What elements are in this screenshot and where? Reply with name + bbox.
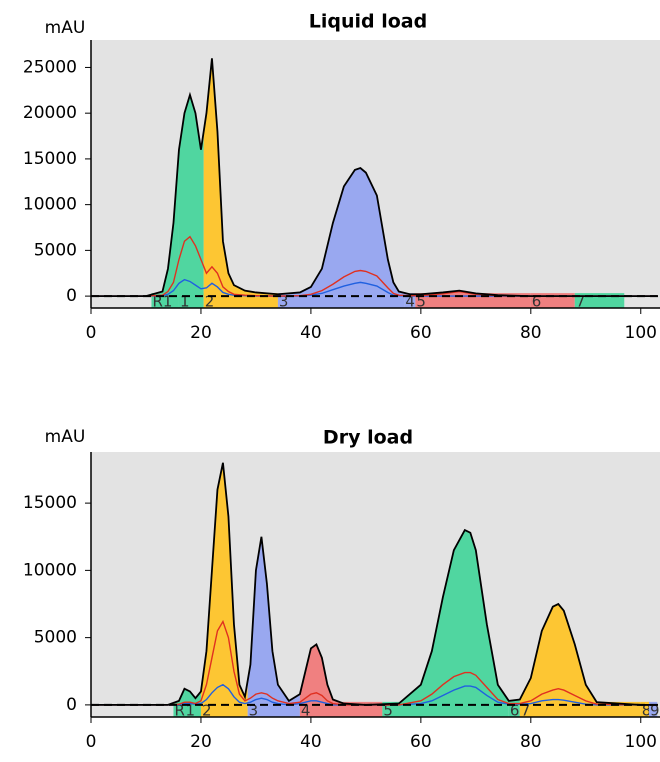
- x-tick-label: 100: [625, 732, 657, 752]
- fraction-label: 4: [301, 701, 311, 719]
- x-tick-label: 60: [410, 323, 432, 343]
- y-tick-label: 5000: [34, 240, 77, 260]
- fraction-label: 1: [185, 701, 195, 719]
- fraction-label: 7: [576, 293, 586, 311]
- fraction-fill: [519, 604, 641, 705]
- y-tick-label: 0: [66, 286, 77, 306]
- fraction-fill: [277, 168, 405, 297]
- fraction-label: 2: [205, 293, 215, 311]
- x-tick-label: 20: [190, 732, 212, 752]
- x-tick-label: 0: [86, 732, 97, 752]
- fraction-label: 2: [202, 701, 212, 719]
- fraction-fill: [200, 462, 248, 705]
- y-tick-label: 0: [66, 695, 77, 715]
- x-tick-label: 40: [300, 323, 322, 343]
- x-tick-label: 80: [520, 323, 542, 343]
- fraction-fill: [178, 94, 204, 297]
- x-tick-label: 0: [86, 323, 97, 343]
- trace-line: [91, 235, 658, 297]
- y-tick-label: 15000: [23, 493, 77, 513]
- fraction-band: [299, 701, 383, 717]
- y-tick-label: 10000: [23, 560, 77, 580]
- fraction-fill: [247, 536, 300, 705]
- fraction-fill: [184, 688, 201, 705]
- fraction-label: 1: [180, 293, 190, 311]
- y-tick-label: 20000: [23, 103, 77, 123]
- y-axis-unit: mAU: [45, 18, 86, 38]
- fraction-label: 9: [650, 701, 660, 719]
- y-tick-label: 5000: [34, 628, 77, 648]
- y-axis-unit: mAU: [45, 427, 86, 447]
- fraction-label: 5: [383, 701, 393, 719]
- fraction-band: [382, 701, 509, 717]
- fraction-label: 6: [532, 293, 542, 311]
- fraction-band: [173, 701, 185, 717]
- fraction-fill: [299, 644, 383, 705]
- fraction-band: [649, 701, 658, 717]
- trace-line: [91, 619, 658, 706]
- x-tick-label: 20: [190, 323, 212, 343]
- x-tick-label: 80: [520, 732, 542, 752]
- x-tick-label: 60: [410, 732, 432, 752]
- x-tick-label: 100: [625, 323, 657, 343]
- fraction-fill: [151, 149, 179, 297]
- trace-line: [91, 58, 658, 298]
- fraction-fill: [173, 688, 185, 705]
- fraction-label: 8: [642, 701, 652, 719]
- fraction-band: [277, 293, 405, 308]
- fraction-band: [640, 701, 650, 717]
- x-tick-label: 40: [300, 732, 322, 752]
- y-tick-label: 25000: [23, 57, 77, 77]
- fraction-label: 4: [405, 293, 415, 311]
- trace-line: [91, 683, 658, 706]
- fraction-label: 3: [279, 293, 289, 311]
- fraction-label: 6: [510, 701, 520, 719]
- fraction-band: [404, 293, 416, 308]
- fraction-label: 7: [521, 701, 531, 719]
- y-tick-label: 10000: [23, 195, 77, 215]
- fraction-label: 5: [416, 293, 426, 311]
- fraction-label: 3: [249, 701, 259, 719]
- chart-title: Dry load: [323, 427, 413, 449]
- fraction-band: [508, 701, 520, 717]
- fraction-fill: [382, 530, 509, 705]
- y-tick-label: 15000: [23, 149, 77, 169]
- chart-title: Liquid load: [309, 11, 427, 33]
- trace-line: [91, 462, 658, 706]
